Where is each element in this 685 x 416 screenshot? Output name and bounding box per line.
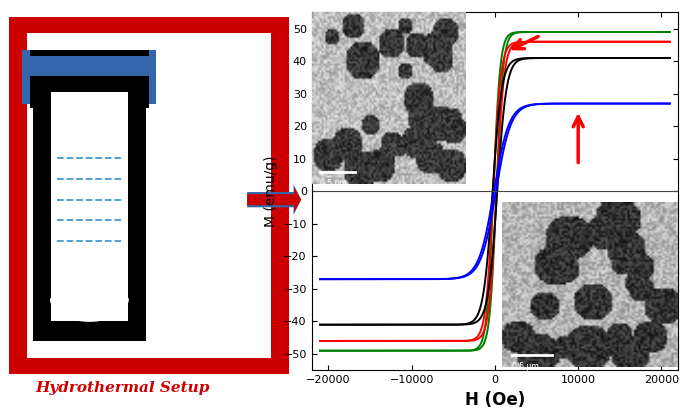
Y-axis label: M (emu/g): M (emu/g): [264, 156, 277, 227]
Bar: [9, 17, 289, 374]
Bar: [33, 100, 146, 341]
Bar: [149, 50, 156, 104]
Polygon shape: [51, 299, 128, 321]
Bar: [30, 50, 149, 108]
Bar: [27, 56, 152, 76]
Bar: [27, 33, 271, 358]
Text: Hydrothermal Setup: Hydrothermal Setup: [36, 381, 210, 395]
Bar: [23, 50, 29, 104]
X-axis label: H (Oe): H (Oe): [465, 391, 525, 409]
Bar: [51, 92, 128, 321]
